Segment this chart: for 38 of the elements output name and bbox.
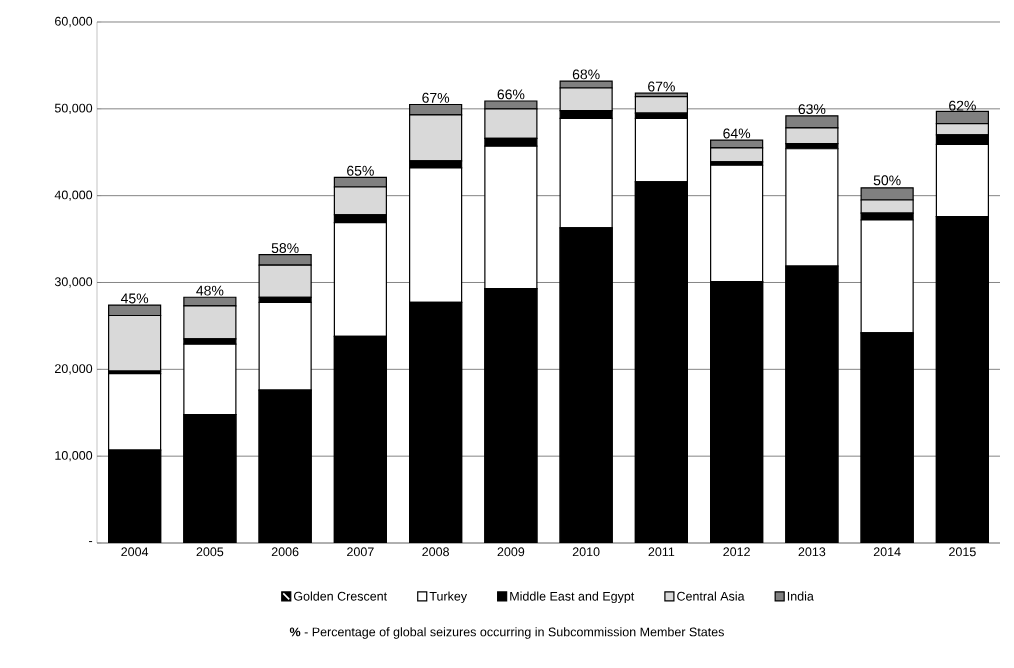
x-tick-label: 2007 (347, 547, 374, 557)
x-tick-label: 2011 (648, 547, 675, 557)
annotation: 48% (196, 285, 224, 296)
annotation: 64% (723, 128, 751, 139)
y-tick-label: 20,000 (55, 364, 93, 375)
annotation: 65% (347, 165, 374, 176)
x-tick-label: 2013 (798, 547, 826, 557)
x-tick-label: 2010 (572, 547, 600, 557)
x-tick-label: 2014 (873, 547, 901, 557)
legend-label: India (787, 591, 814, 601)
x-tick-label: 2009 (497, 547, 525, 557)
x-tick-label: 2005 (196, 547, 224, 557)
bar (634, 96, 688, 114)
y-tick-label: 30,000 (54, 277, 93, 288)
annotation: 50% (873, 175, 901, 186)
annotation: 66% (497, 89, 525, 100)
x-tick-label: 2015 (949, 547, 976, 557)
x-tick-label: 2004 (121, 547, 149, 557)
annotation: 67% (422, 92, 450, 103)
legend-label: Middle East and Egypt (510, 591, 635, 604)
annotation: 63% (798, 104, 826, 115)
y-tick-label: 10,000 (55, 451, 93, 462)
text: % - Percentage of global seizures occurring in Subcommission Member States (289, 627, 724, 639)
x-tick-label: 2012 (723, 547, 750, 557)
annotation: 62% (949, 100, 976, 111)
legend-label: Golden Crescent (293, 591, 388, 601)
x-tick-label: 2008 (422, 547, 449, 557)
annotation: 68% (572, 69, 600, 80)
legend-label: Central Asia (677, 591, 745, 601)
legend-label: Turkey (429, 591, 468, 604)
y-tick-label: - (89, 541, 93, 543)
annotation: 67% (648, 81, 675, 92)
x-tick-label: 2006 (271, 547, 299, 557)
y-tick-label: 60,000 (55, 16, 93, 28)
annotation: 58% (271, 243, 299, 254)
y-tick-label: 40,000 (54, 190, 93, 201)
y-tick-label: 50,000 (54, 103, 93, 114)
annotation: 45% (120, 293, 149, 304)
